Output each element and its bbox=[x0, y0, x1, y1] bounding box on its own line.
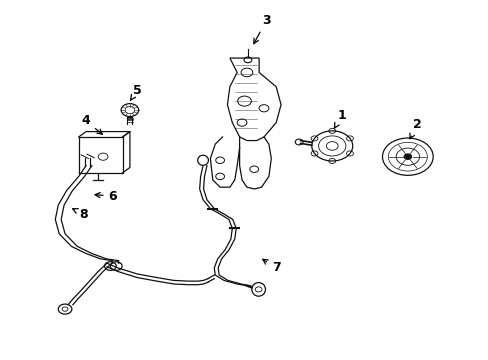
Text: 3: 3 bbox=[253, 14, 270, 44]
Text: 2: 2 bbox=[409, 118, 421, 139]
Text: 5: 5 bbox=[130, 84, 142, 100]
Text: 8: 8 bbox=[73, 208, 88, 221]
Text: 6: 6 bbox=[95, 190, 117, 203]
Text: 1: 1 bbox=[334, 109, 346, 128]
Circle shape bbox=[403, 154, 411, 159]
Text: 7: 7 bbox=[262, 259, 280, 274]
Text: 4: 4 bbox=[81, 114, 102, 134]
